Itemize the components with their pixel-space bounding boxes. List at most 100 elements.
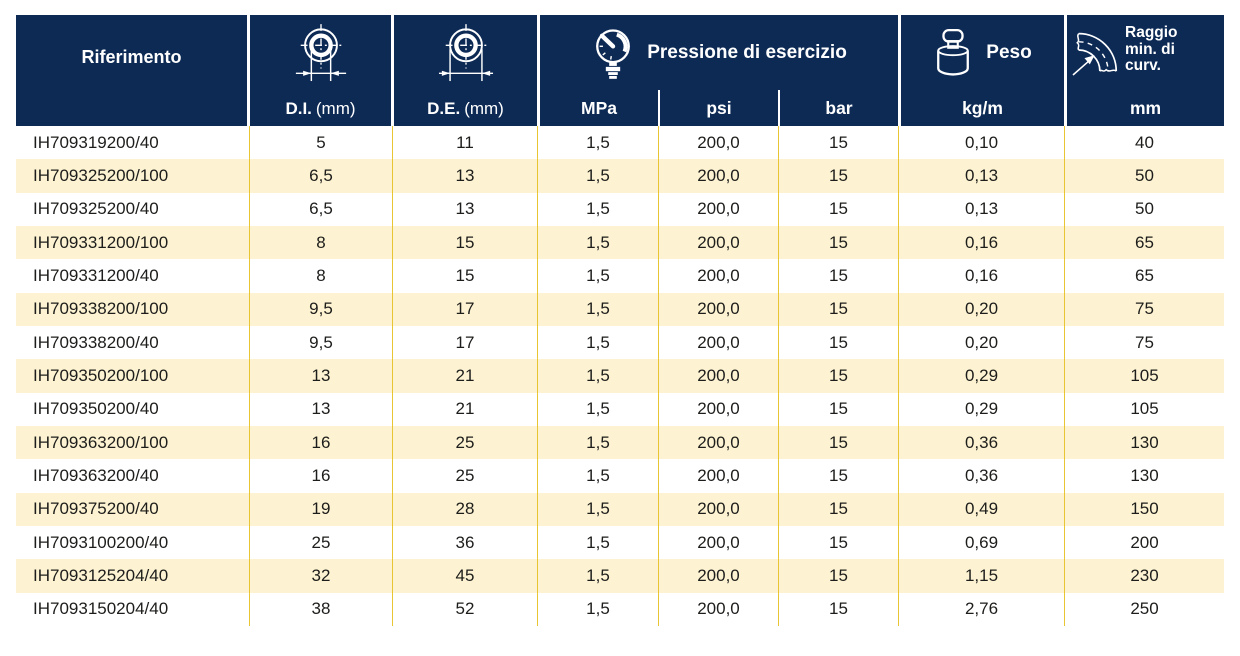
cell-mm: 105 [1064,359,1224,393]
cell-psi: 200,0 [658,126,778,160]
cell-mpa: 1,5 [537,326,658,360]
cell-di: 6,5 [249,159,392,193]
cell-bar: 15 [778,426,898,460]
peso-title: Peso [986,41,1032,63]
cell-di: 19 [249,492,392,527]
table-row: IH709338200/100 9,5 17 1,5 200,0 15 0,20… [16,292,1224,327]
cell-di: 6,5 [249,192,392,227]
cell-riferimento: IH709338200/100 [33,299,169,319]
cell-bar: 15 [778,326,898,360]
cell-de: 13 [392,192,537,227]
cell-de: 21 [392,392,537,427]
table-row: IH7093150204/40 38 52 1,5 200,0 15 2,76 … [16,592,1224,627]
cell-mpa: 1,5 [537,492,658,527]
header-cell-pressione: Pressione di esercizio MPa psi bar [540,15,898,126]
cell-riferimento: IH709363200/100 [33,432,169,452]
cell-kgm: 0,36 [898,459,1064,493]
cell-riferimento: IH709350200/40 [33,399,159,419]
cell-bar: 15 [778,559,898,593]
cell-mpa: 1,5 [537,359,658,393]
cell-psi: 200,0 [658,292,778,327]
cell-di: 5 [249,126,392,160]
cell-di: 16 [249,459,392,493]
cell-mpa: 1,5 [537,192,658,227]
cell-kgm: 0,69 [898,526,1064,560]
header-cell-peso: Peso kg/m [901,15,1064,126]
de-label: D.E. (mm) [427,99,504,118]
pressure-unit-mpa: MPa [581,98,617,118]
table-row: IH709338200/40 9,5 17 1,5 200,0 15 0,20 … [16,326,1224,360]
cell-mpa: 1,5 [537,426,658,460]
cell-di: 16 [249,426,392,460]
cell-de: 17 [392,292,537,327]
cell-riferimento: IH709325200/40 [33,199,159,219]
table-body: IH709319200/40 5 11 1,5 200,0 15 0,10 40… [16,126,1224,627]
pressure-title: Pressione di esercizio [647,41,847,63]
cell-psi: 200,0 [658,559,778,593]
pressure-unit-bar: bar [778,90,898,126]
cell-bar: 15 [778,392,898,427]
cell-kgm: 0,29 [898,359,1064,393]
cell-kgm: 0,16 [898,259,1064,293]
cell-bar: 15 [778,292,898,327]
cell-mpa: 1,5 [537,126,658,160]
table-row: IH709350200/100 13 21 1,5 200,0 15 0,29 … [16,359,1224,393]
cell-kgm: 1,15 [898,559,1064,593]
cell-psi: 200,0 [658,592,778,627]
weight-icon [937,28,970,76]
cell-riferimento: IH709331200/100 [33,232,169,252]
cell-mm: 250 [1064,592,1224,627]
cell-mpa: 1,5 [537,159,658,193]
riferimento-label: Riferimento [81,47,182,67]
cell-di: 13 [249,359,392,393]
cell-bar: 15 [778,126,898,160]
table-header: Riferimento D.I. (mm) [16,15,1224,126]
cell-riferimento: IH7093150204/40 [33,599,169,619]
cell-bar: 15 [778,226,898,260]
cell-de: 17 [392,326,537,360]
cell-mm: 150 [1064,492,1224,527]
cell-riferimento: IH709350200/100 [33,366,169,386]
cell-kgm: 0,16 [898,226,1064,260]
cell-di: 25 [249,526,392,560]
bend-radius-icon [1072,32,1118,76]
cell-bar: 15 [778,359,898,393]
cell-de: 25 [392,426,537,460]
cell-di: 8 [249,226,392,260]
cell-psi: 200,0 [658,192,778,227]
cell-mm: 40 [1064,126,1224,160]
table-row: IH7093125204/40 32 45 1,5 200,0 15 1,15 … [16,559,1224,593]
cell-kgm: 0,49 [898,492,1064,527]
cell-mpa: 1,5 [537,592,658,627]
cell-mpa: 1,5 [537,259,658,293]
header-cell-riferimento: Riferimento [16,15,247,126]
table-row: IH709325200/100 6,5 13 1,5 200,0 15 0,13… [16,159,1224,193]
raggio-unit: mm [1129,98,1162,118]
cell-de: 45 [392,559,537,593]
cell-de: 15 [392,226,537,260]
cell-kgm: 0,13 [898,192,1064,227]
table-row: IH709331200/100 8 15 1,5 200,0 15 0,16 6… [16,226,1224,260]
cell-mm: 75 [1064,326,1224,360]
table-row: IH709325200/40 6,5 13 1,5 200,0 15 0,13 … [16,192,1224,227]
cell-kgm: 0,13 [898,159,1064,193]
cell-mm: 105 [1064,392,1224,427]
table-row: IH7093100200/40 25 36 1,5 200,0 15 0,69 … [16,526,1224,560]
table-row: IH709363200/40 16 25 1,5 200,0 15 0,36 1… [16,459,1224,493]
cell-kgm: 0,36 [898,426,1064,460]
cell-di: 8 [249,259,392,293]
cell-mpa: 1,5 [537,559,658,593]
cell-bar: 15 [778,492,898,527]
cell-riferimento: IH709375200/40 [33,499,159,519]
cell-de: 36 [392,526,537,560]
tube-inner-diameter-icon [295,24,346,82]
cell-bar: 15 [778,592,898,627]
header-cell-di: D.I. (mm) [250,15,391,126]
cell-kgm: 0,10 [898,126,1064,160]
cell-psi: 200,0 [658,392,778,427]
cell-riferimento: IH7093100200/40 [33,532,169,552]
cell-di: 9,5 [249,326,392,360]
cell-psi: 200,0 [658,526,778,560]
cell-mm: 65 [1064,259,1224,293]
